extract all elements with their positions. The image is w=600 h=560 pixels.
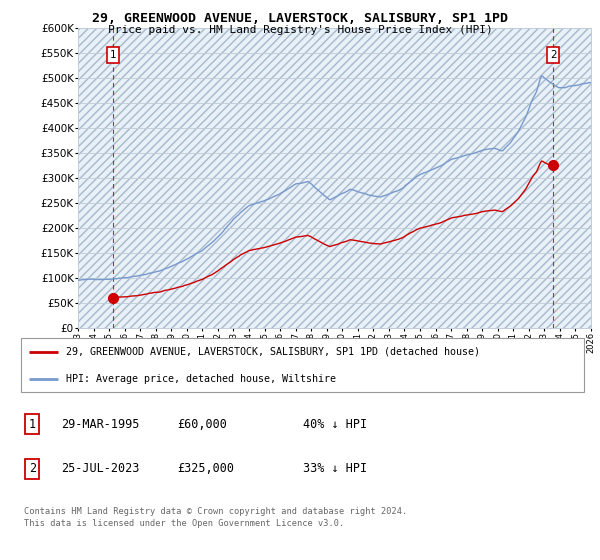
FancyBboxPatch shape [21,338,584,393]
Text: 1: 1 [29,418,36,431]
Text: 29, GREENWOOD AVENUE, LAVERSTOCK, SALISBURY, SP1 1PD (detached house): 29, GREENWOOD AVENUE, LAVERSTOCK, SALISB… [67,347,481,357]
Text: £325,000: £325,000 [178,463,235,475]
Text: 29-MAR-1995: 29-MAR-1995 [61,418,139,431]
Text: Price paid vs. HM Land Registry's House Price Index (HPI): Price paid vs. HM Land Registry's House … [107,25,493,35]
Text: 2: 2 [29,463,36,475]
Text: £60,000: £60,000 [178,418,227,431]
Text: 40% ↓ HPI: 40% ↓ HPI [303,418,367,431]
Text: HPI: Average price, detached house, Wiltshire: HPI: Average price, detached house, Wilt… [67,374,337,384]
Bar [78,28,591,328]
Text: 25-JUL-2023: 25-JUL-2023 [61,463,139,475]
Text: 29, GREENWOOD AVENUE, LAVERSTOCK, SALISBURY, SP1 1PD: 29, GREENWOOD AVENUE, LAVERSTOCK, SALISB… [92,12,508,25]
Text: Contains HM Land Registry data © Crown copyright and database right 2024.
This d: Contains HM Land Registry data © Crown c… [24,506,407,528]
Text: 33% ↓ HPI: 33% ↓ HPI [303,463,367,475]
Text: 1: 1 [110,50,116,60]
Text: 2: 2 [550,50,557,60]
